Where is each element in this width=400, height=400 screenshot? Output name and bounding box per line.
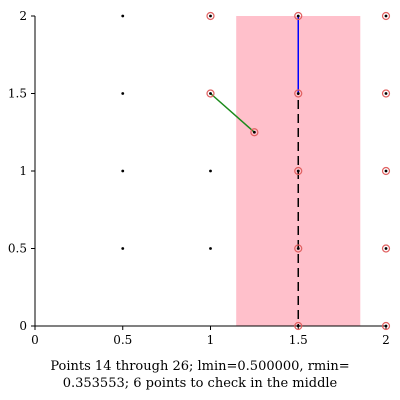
segment-lmin [210,92,255,133]
highlighted-point-ring [381,89,391,98]
data-point [121,169,125,173]
y-tick-label: 1.5 [8,87,27,101]
data-point [384,324,388,328]
y-tick-label: 0.5 [8,242,27,256]
highlighted-point-ring [250,128,259,137]
data-point [296,247,300,250]
data-point [209,14,212,18]
closest-pair-plot: 0 0.5 1 1.5 2 0 0.5 1 1.5 2 [8,9,391,347]
data-point [121,14,125,18]
data-point [384,169,388,173]
data-point [384,14,388,18]
x-tick-label: 0 [31,333,39,347]
highlighted-point-ring [294,166,303,176]
data-point [121,92,125,95]
data-point [209,247,212,250]
chart-caption: Points 14 through 26; lmin=0.500000, rmi… [0,358,400,392]
data-point [296,169,300,173]
data-point [209,169,212,173]
x-tick-label: 1.5 [289,333,308,347]
data-point [384,247,388,250]
x-tick-label: 0.5 [113,333,132,347]
caption-line-1: Points 14 through 26; lmin=0.500000, rmi… [50,359,350,374]
highlighted-point-ring [381,11,391,21]
highlighted-point-ring [294,244,303,253]
y-tick-label: 2 [19,9,27,23]
data-point [252,130,256,134]
highlighted-point-ring [294,321,303,331]
data-point [296,92,300,95]
data-point [209,92,212,95]
highlighted-point-ring [294,89,303,98]
y-tick-label: 0 [19,319,27,333]
data-point [296,14,300,18]
highlighted-point-ring [381,321,391,331]
data-point [121,247,125,250]
x-tick-label: 1 [207,333,215,347]
highlighted-point-ring [381,166,391,176]
data-point [296,324,300,328]
highlighted-point-ring [206,11,215,21]
highlighted-point-ring [206,89,215,98]
highlighted-point-ring [294,11,303,21]
x-tick-label: 2 [382,333,390,347]
caption-line-2: 0.353553; 6 points to check in the middl… [62,376,338,391]
y-tick-label: 1 [19,164,27,178]
data-point [384,92,388,95]
highlighted-point-ring [381,244,391,253]
